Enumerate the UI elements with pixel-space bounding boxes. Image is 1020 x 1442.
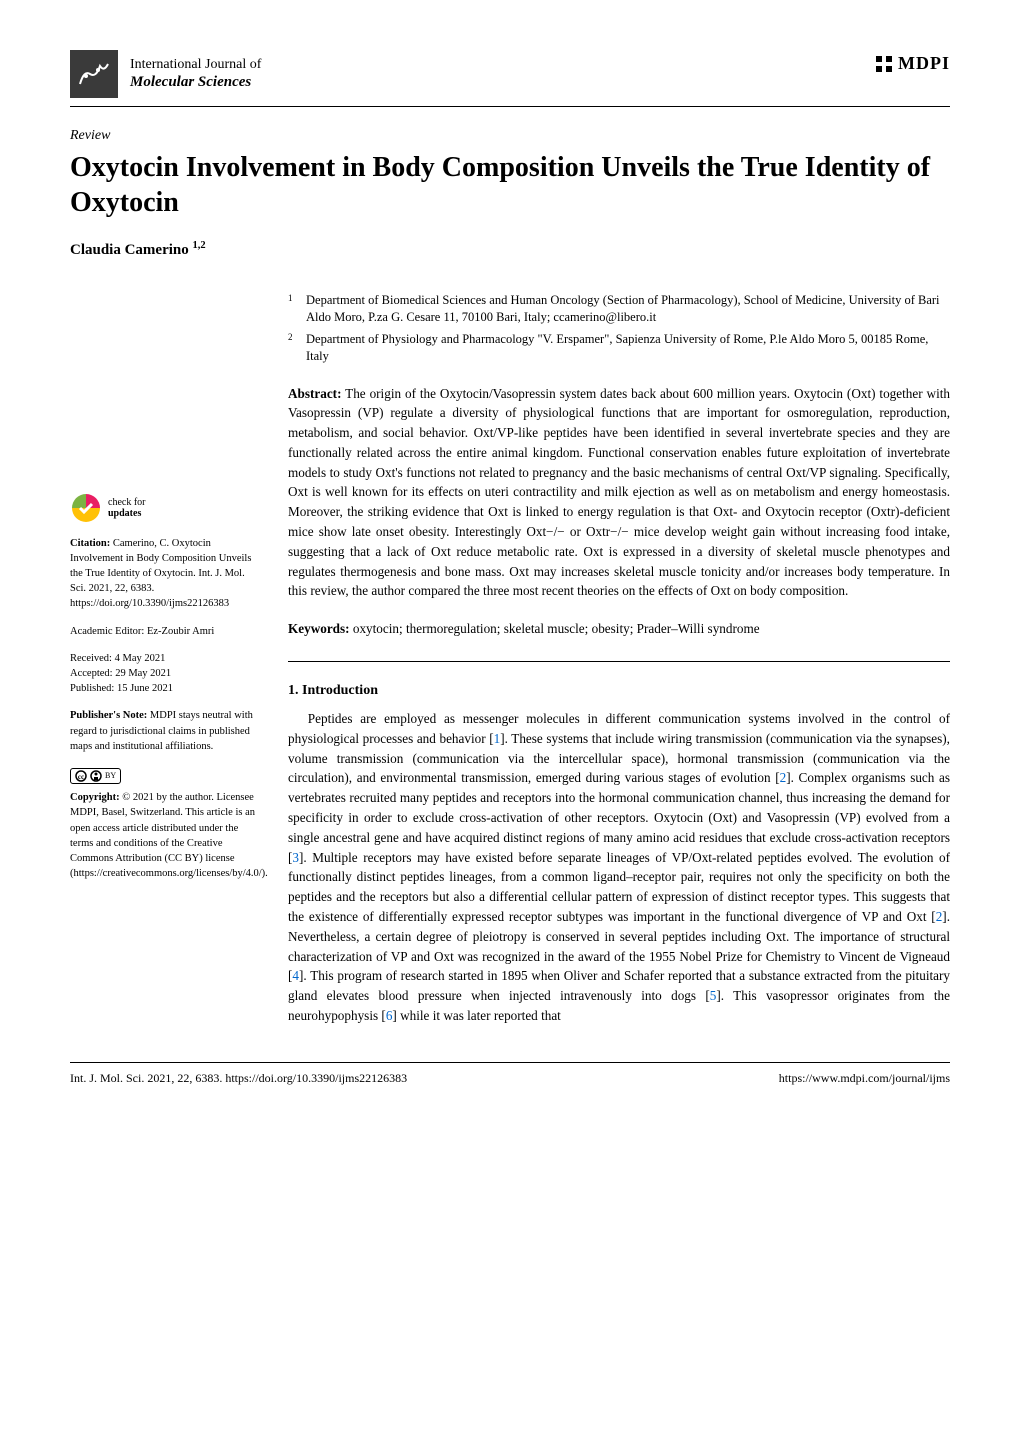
publisher-logo-text: MDPI [898, 50, 950, 77]
sidebar: check for updates Citation: Camerino, C.… [70, 292, 260, 1026]
footer-right: https://www.mdpi.com/journal/ijms [779, 1069, 950, 1087]
journal-line2: Molecular Sciences [130, 73, 261, 91]
citation-ref[interactable]: 6 [386, 1008, 393, 1023]
author-sup: 1,2 [193, 240, 206, 251]
abstract: Abstract: The origin of the Oxytocin/Vas… [288, 384, 950, 602]
header: International Journal of Molecular Scien… [70, 50, 950, 98]
by-text: BY [105, 770, 116, 782]
copyright-text: © 2021 by the author. Licensee MDPI, Bas… [70, 792, 268, 879]
journal-block: International Journal of Molecular Scien… [70, 50, 261, 98]
main-column: 1 Department of Biomedical Sciences and … [288, 292, 950, 1026]
journal-name: International Journal of Molecular Scien… [130, 57, 261, 92]
section-title: 1. Introduction [288, 680, 950, 701]
academic-editor: Ez-Zoubir Amri [147, 626, 214, 637]
article-title: Oxytocin Involvement in Body Composition… [70, 150, 950, 220]
footer-left: Int. J. Mol. Sci. 2021, 22, 6383. https:… [70, 1069, 407, 1087]
section-divider [288, 661, 950, 662]
keywords-text: oxytocin; thermoregulation; skeletal mus… [353, 621, 760, 636]
affil-text: Department of Physiology and Pharmacolog… [306, 331, 950, 366]
by-icon [90, 770, 102, 782]
published-label: Published: [70, 683, 114, 694]
body-paragraph: Peptides are employed as messenger molec… [288, 709, 950, 1026]
footer: Int. J. Mol. Sci. 2021, 22, 6383. https:… [70, 1062, 950, 1087]
check-updates[interactable]: check for updates [70, 492, 260, 524]
citation-ref[interactable]: 3 [292, 850, 299, 865]
article-type: Review [70, 125, 950, 146]
academic-editor-label: Academic Editor: [70, 626, 144, 637]
svg-text:cc: cc [78, 773, 84, 781]
mdpi-icon [874, 54, 894, 74]
affiliation-item: 1 Department of Biomedical Sciences and … [288, 292, 950, 327]
check-line1: check for [108, 497, 145, 508]
copyright-label: Copyright: [70, 792, 120, 803]
publishers-note: Publisher's Note: MDPI stays neutral wit… [70, 708, 260, 754]
received-label: Received: [70, 653, 112, 664]
affil-text: Department of Biomedical Sciences and Hu… [306, 292, 950, 327]
academic-editor-block: Academic Editor: Ez-Zoubir Amri [70, 624, 260, 639]
dates-block: Received: 4 May 2021 Accepted: 29 May 20… [70, 651, 260, 697]
license-block: cc BY Copyright: © 2021 by the author. L… [70, 768, 260, 881]
journal-logo-icon [70, 50, 118, 98]
affiliations: 1 Department of Biomedical Sciences and … [288, 292, 950, 366]
affil-sup: 1 [288, 292, 296, 327]
check-updates-icon [70, 492, 102, 524]
citation-ref[interactable]: 4 [292, 968, 299, 983]
citation-ref[interactable]: 1 [494, 731, 501, 746]
check-updates-text: check for updates [108, 497, 145, 519]
accepted-date: 29 May 2021 [115, 668, 171, 679]
published-date: 15 June 2021 [117, 683, 173, 694]
accepted-label: Accepted: [70, 668, 113, 679]
publisher-logo: MDPI [874, 50, 950, 77]
keywords-label: Keywords: [288, 621, 350, 636]
header-divider [70, 106, 950, 107]
cc-badge: cc BY [70, 768, 121, 784]
author-name: Claudia Camerino [70, 242, 189, 258]
affiliation-item: 2 Department of Physiology and Pharmacol… [288, 331, 950, 366]
received-date: 4 May 2021 [115, 653, 166, 664]
affil-sup: 2 [288, 331, 296, 366]
keywords: Keywords: oxytocin; thermoregulation; sk… [288, 619, 950, 639]
author-line: Claudia Camerino 1,2 [70, 238, 950, 262]
citation-label: Citation: [70, 538, 110, 549]
citation-block: Citation: Camerino, C. Oxytocin Involvem… [70, 536, 260, 612]
abstract-label: Abstract: [288, 386, 341, 401]
journal-line1: International Journal of [130, 57, 261, 74]
abstract-text: The origin of the Oxytocin/Vasopressin s… [288, 386, 950, 599]
citation-ref[interactable]: 2 [936, 909, 943, 924]
cc-icon: cc [75, 770, 87, 782]
pubnote-label: Publisher's Note: [70, 710, 147, 721]
check-line2: updates [108, 508, 141, 519]
cc-logo: cc BY [70, 768, 260, 784]
citation-ref[interactable]: 2 [780, 770, 787, 785]
citation-ref[interactable]: 5 [710, 988, 717, 1003]
